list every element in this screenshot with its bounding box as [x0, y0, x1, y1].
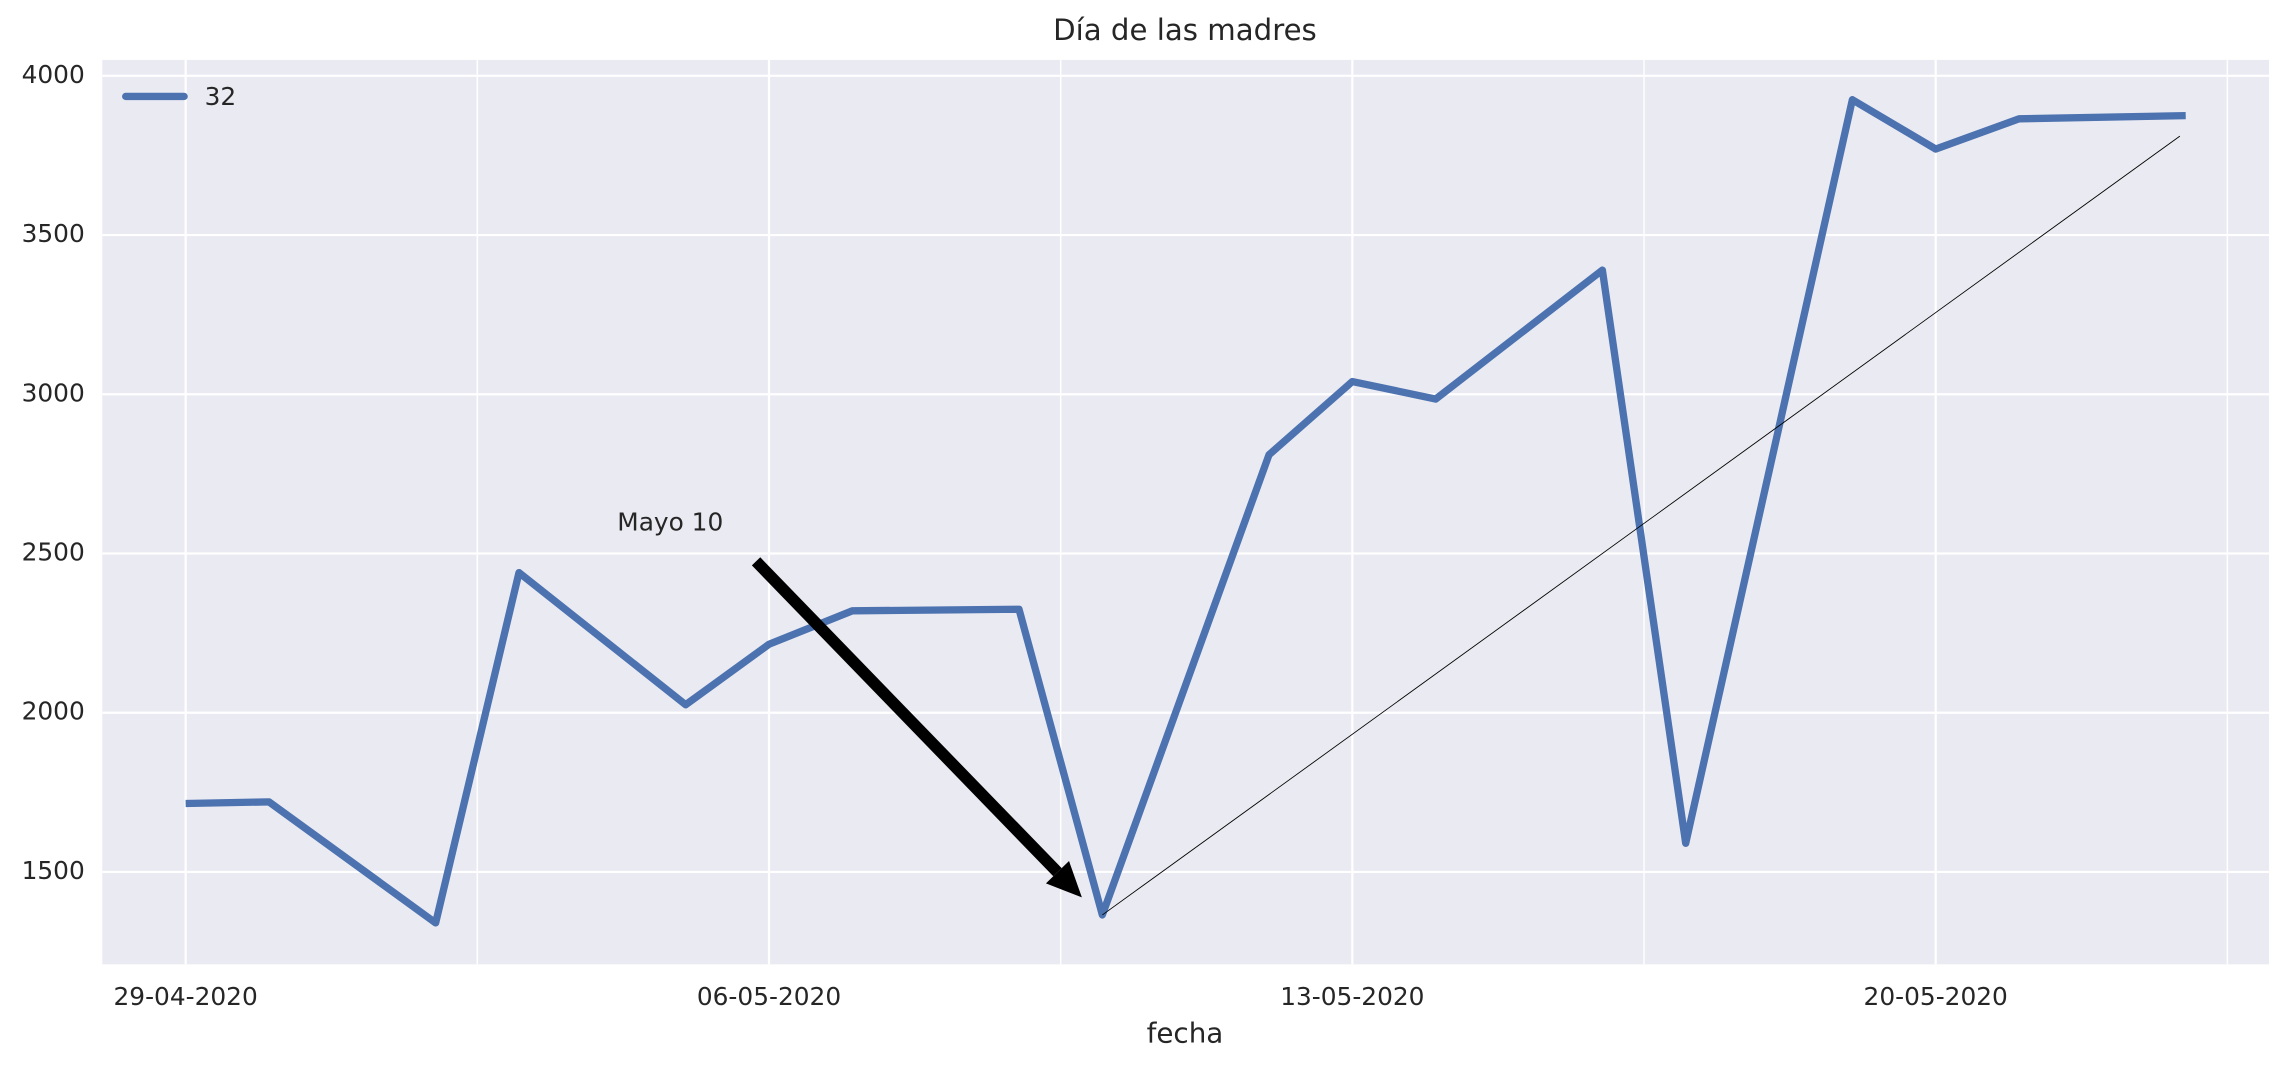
trend-line	[1102, 135, 2181, 916]
x-tick-label: 06-05-2020	[697, 982, 841, 1011]
plot-area	[102, 59, 2270, 965]
legend-label: 32	[205, 82, 237, 111]
annotation-text: Mayo 10	[617, 507, 723, 536]
y-tick-label: 3500	[22, 219, 85, 248]
x-tick-label: 29-04-2020	[113, 982, 257, 1011]
annotation-arrow	[751, 557, 1062, 877]
data-line	[185, 96, 2186, 927]
y-tick-label: 4000	[22, 60, 85, 89]
y-tick-label: 1500	[22, 856, 85, 885]
x-tick-label: 20-05-2020	[1864, 982, 2008, 1011]
y-tick-label: 2000	[22, 697, 85, 726]
x-axis-label: fecha	[1147, 1016, 1224, 1049]
chart-title: Día de las madres	[1053, 13, 1317, 47]
annotation-arrowhead	[1045, 861, 1082, 898]
y-tick-label: 2500	[22, 537, 85, 566]
y-tick-label: 3000	[22, 378, 85, 407]
x-tick-label: 13-05-2020	[1280, 982, 1424, 1011]
